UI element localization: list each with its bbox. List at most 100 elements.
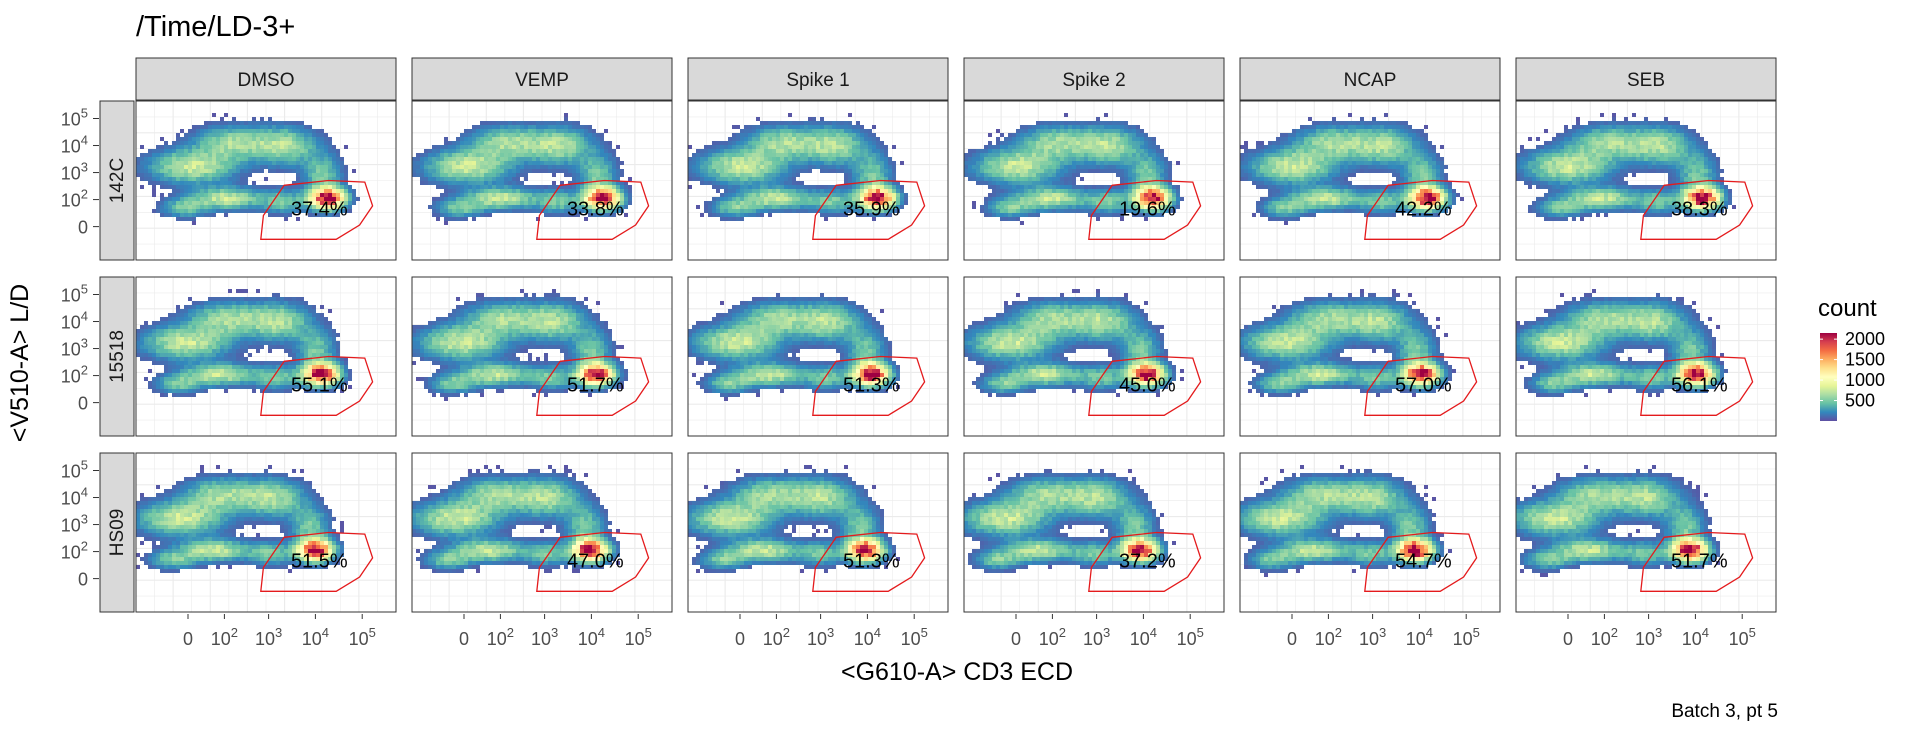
density-cell [156, 205, 160, 209]
density-cell [436, 149, 440, 153]
density-cell [512, 165, 516, 169]
density-cell [280, 133, 284, 137]
density-cell [216, 181, 220, 185]
density-cell [204, 177, 208, 181]
density-cell [788, 193, 792, 197]
density-cell [844, 149, 848, 153]
density-cell [300, 185, 304, 189]
density-cell [548, 161, 552, 165]
density-cell [240, 165, 244, 169]
density-cell [1152, 145, 1156, 149]
density-cell [184, 217, 188, 221]
density-cell [196, 161, 200, 165]
density-cell [236, 197, 240, 201]
density-cell [616, 173, 620, 177]
density-cell [1088, 153, 1092, 157]
density-cell [736, 125, 740, 129]
density-cell [476, 149, 480, 153]
density-cell [544, 133, 548, 137]
density-cell [200, 149, 204, 153]
density-cell [536, 193, 540, 197]
density-cell [492, 165, 496, 169]
density-cell [1020, 149, 1024, 153]
density-cell [216, 145, 220, 149]
density-cell [1004, 141, 1008, 145]
density-cell [1336, 121, 1340, 125]
density-cell [1080, 169, 1084, 173]
density-cell [1052, 177, 1056, 181]
density-cell [608, 145, 612, 149]
density-cell [244, 205, 248, 209]
density-cell [180, 169, 184, 173]
density-cell [608, 157, 612, 161]
density-cell [620, 169, 624, 173]
density-cell [972, 201, 976, 205]
density-cell [232, 117, 236, 121]
density-cell [788, 197, 792, 201]
density-cell [476, 173, 480, 177]
density-cell [1100, 169, 1104, 173]
density-cell [456, 165, 460, 169]
density-cell [472, 185, 476, 189]
density-cell [476, 157, 480, 161]
gate-percent-label: 19.6% [1119, 198, 1176, 220]
density-cell [220, 173, 224, 177]
density-cell [860, 149, 864, 153]
density-cell [1424, 169, 1428, 173]
density-cell [160, 201, 164, 205]
density-cell [820, 133, 824, 137]
density-cell [324, 137, 328, 141]
density-cell [1416, 137, 1420, 141]
density-cell [1016, 217, 1020, 221]
density-cell [1000, 157, 1004, 161]
density-cell [1168, 185, 1172, 189]
density-cell [448, 189, 452, 193]
density-cell [744, 209, 748, 213]
density-cell [300, 169, 304, 173]
density-cell [1348, 129, 1352, 133]
density-cell [1256, 157, 1260, 161]
density-cell [1128, 153, 1132, 157]
density-cell [296, 189, 300, 193]
density-cell [232, 205, 236, 209]
density-cell [1416, 145, 1420, 149]
density-cell [820, 137, 824, 141]
density-cell [892, 161, 896, 165]
density-cell [576, 161, 580, 165]
density-cell [568, 193, 572, 197]
density-cell [976, 177, 980, 181]
density-cell [144, 165, 148, 169]
density-cell [828, 133, 832, 137]
density-cell [516, 125, 520, 129]
density-cell [584, 137, 588, 141]
density-cell [712, 149, 716, 153]
density-cell [832, 157, 836, 161]
density-cell [472, 129, 476, 133]
density-cell [156, 145, 160, 149]
density-cell [152, 209, 156, 213]
density-cell [776, 165, 780, 169]
density-cell [252, 121, 256, 125]
density-cell [1068, 193, 1072, 197]
density-cell [456, 153, 460, 157]
density-cell [1328, 157, 1332, 161]
density-cell [1308, 133, 1312, 137]
density-cell [228, 149, 232, 153]
density-cell [228, 189, 232, 193]
density-cell [1356, 165, 1360, 169]
density-cell [1056, 197, 1060, 201]
density-cell [1148, 141, 1152, 145]
density-cell [1152, 165, 1156, 169]
density-cell [200, 161, 204, 165]
density-cell [168, 193, 172, 197]
density-cell [820, 189, 824, 193]
density-cell [336, 185, 340, 189]
density-cell [584, 161, 588, 165]
density-cell [688, 169, 692, 173]
density-cell [1100, 133, 1104, 137]
density-cell [1264, 169, 1268, 173]
density-cell [164, 181, 168, 185]
density-cell [192, 129, 196, 133]
density-cell [444, 145, 448, 149]
density-cell [720, 145, 724, 149]
